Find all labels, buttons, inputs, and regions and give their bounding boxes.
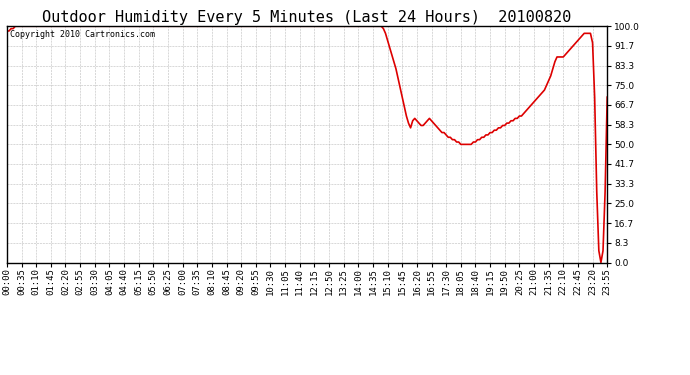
Title: Outdoor Humidity Every 5 Minutes (Last 24 Hours)  20100820: Outdoor Humidity Every 5 Minutes (Last 2… [42, 10, 572, 25]
Text: Copyright 2010 Cartronics.com: Copyright 2010 Cartronics.com [10, 30, 155, 39]
